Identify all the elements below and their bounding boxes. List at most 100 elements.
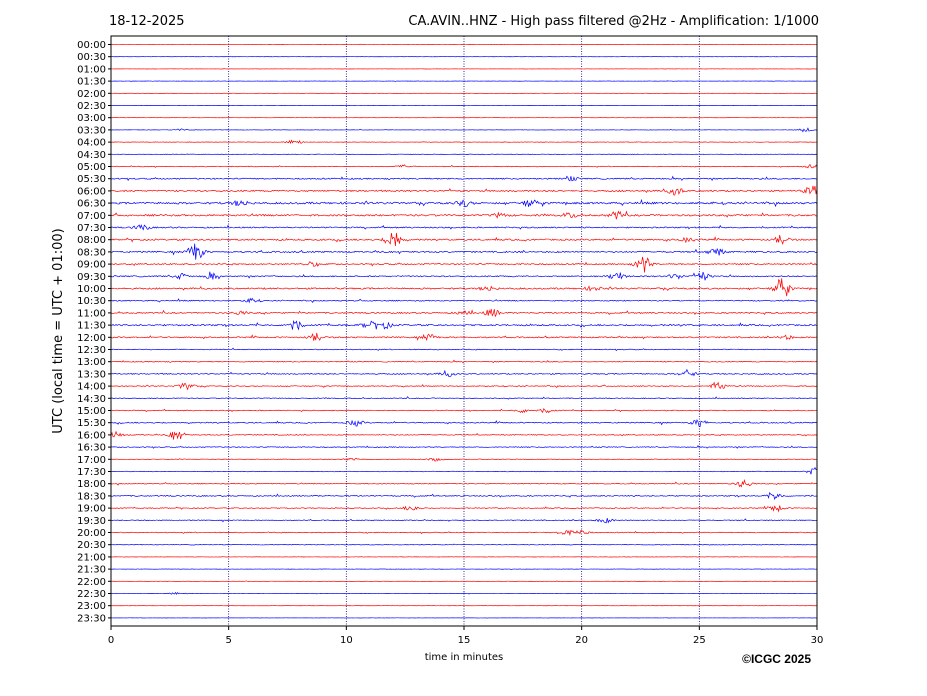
trace-row-1130 [110, 319, 818, 331]
y-tick-label: 23:30 [77, 613, 106, 624]
y-tick-label: 14:00 [77, 382, 106, 393]
x-tick-label: 5 [225, 635, 231, 646]
y-tick-label: 10:30 [77, 296, 106, 307]
trace-row-1900 [110, 505, 818, 513]
y-tick-label: 13:00 [77, 357, 106, 368]
date-label: 18-12-2025 [109, 14, 185, 29]
trace-row-0300 [110, 117, 818, 119]
y-tick-label: 18:00 [77, 479, 106, 490]
trace-row-1230 [110, 347, 818, 352]
trace-row-1200 [110, 332, 818, 342]
y-tick-label: 18:30 [77, 491, 106, 502]
trace-row-2200 [110, 580, 817, 582]
trace-row-0500 [110, 163, 818, 169]
trace-row-1330 [110, 368, 818, 378]
y-tick-label: 02:00 [77, 89, 106, 100]
y-tick-label: 08:30 [77, 247, 106, 258]
trace-row-1700 [110, 457, 818, 462]
y-tick-label: 17:30 [77, 467, 106, 478]
y-tick-label: 21:00 [77, 552, 106, 563]
y-tick-label: 06:30 [77, 199, 106, 210]
trace-row-1400 [110, 381, 818, 391]
y-tick-label: 03:30 [77, 125, 106, 136]
y-tick-label: 14:30 [77, 394, 106, 405]
trace-row-1630 [110, 445, 818, 449]
trace-row-2000 [110, 529, 818, 537]
trace-row-0330 [110, 127, 818, 133]
y-tick-label: 22:30 [77, 589, 106, 600]
trace-row-0130 [110, 80, 818, 82]
x-tick-label: 0 [108, 635, 114, 646]
trace-row-0730 [110, 224, 818, 231]
trace-row-2230 [110, 591, 818, 595]
trace-row-2130 [110, 568, 818, 570]
trace-rows [110, 43, 818, 619]
x-axis-label: time in minutes [425, 652, 504, 663]
y-tick-label: 22:00 [77, 577, 106, 588]
y-tick-label: 00:00 [77, 40, 106, 51]
trace-row-0400 [110, 139, 818, 145]
y-tick-label: 01:30 [77, 77, 106, 88]
y-tick-label: 01:00 [77, 64, 106, 75]
copyright-label: ©ICGC 2025 [742, 652, 811, 666]
y-tick-label: 15:00 [77, 406, 106, 417]
y-tick-label: 09:30 [77, 272, 106, 283]
y-tick-label: 19:00 [77, 504, 106, 515]
y-tick-label: 00:30 [77, 52, 106, 63]
x-tick-label: 15 [458, 635, 471, 646]
trace-row-0930 [110, 271, 818, 281]
y-tick-label: 06:00 [77, 186, 106, 197]
x-tick-label: 10 [340, 635, 353, 646]
x-tick-label: 20 [575, 635, 588, 646]
y-tick-label: 05:00 [77, 162, 106, 173]
y-tick-label: 08:00 [77, 235, 106, 246]
y-tick-label: 04:00 [77, 138, 106, 149]
y-tick-label: 09:00 [77, 260, 106, 271]
y-tick-label: 05:30 [77, 174, 106, 185]
trace-row-1100 [110, 309, 818, 318]
y-tick-label: 03:00 [77, 113, 106, 124]
plot-frame [110, 35, 818, 627]
y-tick-label: 07:00 [77, 211, 106, 222]
trace-row-1000 [110, 278, 818, 297]
y-tick-label: 12:30 [77, 345, 106, 356]
y-tick-label: 23:00 [77, 601, 106, 612]
y-tick-label: 21:30 [77, 565, 106, 576]
trace-row-1600 [110, 430, 818, 440]
y-tick-label: 16:30 [77, 443, 106, 454]
y-tick-label: 17:00 [77, 455, 106, 466]
y-tick-label: 20:30 [77, 540, 106, 551]
trace-row-1530 [110, 419, 818, 428]
y-tick-label: 13:30 [77, 369, 106, 380]
y-axis-label: UTC (local time = UTC + 01:00) [51, 228, 66, 433]
y-tick-label: 02:30 [77, 101, 106, 112]
x-tick-label: 25 [693, 635, 706, 646]
y-tick-label: 12:00 [77, 333, 106, 344]
y-tick-label: 11:30 [77, 321, 106, 332]
x-tick-labels: 0 5 10 15 20 25 30 [108, 626, 823, 646]
y-tick-label: 19:30 [77, 516, 106, 527]
trace-row-0430 [110, 153, 818, 155]
y-tick-label: 20:00 [77, 528, 106, 539]
y-tick-label: 04:30 [77, 150, 106, 161]
trace-row-0600 [110, 185, 818, 196]
trace-row-1030 [110, 297, 818, 304]
trace-row-1500 [110, 408, 818, 414]
chart-title: CA.AVIN..HNZ - High pass filtered @2Hz -… [408, 14, 819, 29]
y-tick-label: 15:30 [77, 418, 106, 429]
trace-row-1830 [110, 491, 818, 501]
trace-row-0830 [110, 243, 818, 260]
trace-row-0800 [110, 232, 818, 246]
trace-row-0700 [110, 210, 818, 220]
trace-row-0900 [110, 256, 818, 273]
y-tick-label: 07:30 [77, 223, 106, 234]
y-tick-label: 10:00 [77, 284, 106, 295]
trace-row-0630 [110, 198, 818, 208]
trace-row-1300 [110, 359, 818, 364]
trace-row-1800 [110, 479, 818, 488]
y-tick-label: 11:00 [77, 308, 106, 319]
y-tick-label: 16:00 [77, 430, 106, 441]
trace-row-0530 [110, 175, 818, 182]
